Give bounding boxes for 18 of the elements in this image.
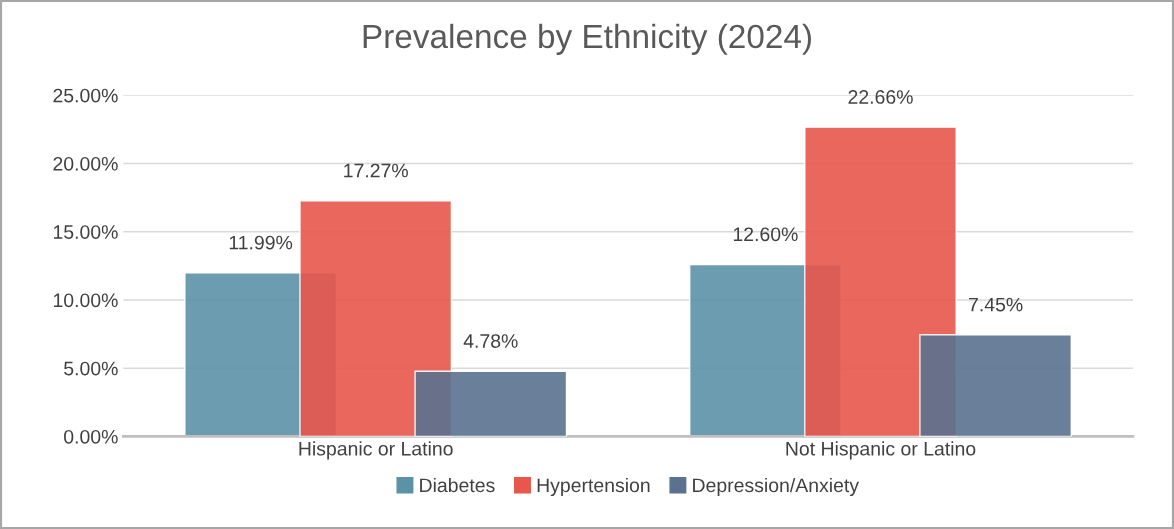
chart-title: Prevalence by Ethnicity (2024) xyxy=(363,23,811,55)
y-tick-label: 0.00% xyxy=(64,429,118,444)
y-tick-label: 15.00% xyxy=(53,225,118,239)
data-label: 11.99% xyxy=(229,235,293,250)
y-tick-label: 5.00% xyxy=(64,361,118,376)
x-tick-label: Hispanic or Latino xyxy=(299,441,453,460)
y-tick-label: 25.00% xyxy=(53,88,118,103)
x-tick-label: Not Hispanic or Latino xyxy=(786,441,976,460)
legend-label: Hypertension xyxy=(537,477,650,497)
legend-label: Depression/Anxiety xyxy=(693,477,859,497)
data-label: 22.66% xyxy=(848,90,913,104)
y-tick-label: 10.00% xyxy=(53,293,118,308)
data-label: 4.78% xyxy=(463,334,518,348)
data-label: 7.45% xyxy=(969,297,1023,312)
data-label: 17.27% xyxy=(344,163,408,178)
data-label: 12.60% xyxy=(733,227,798,242)
legend-label: Diabetes xyxy=(420,477,495,493)
y-tick-label: 20.00% xyxy=(53,156,118,171)
